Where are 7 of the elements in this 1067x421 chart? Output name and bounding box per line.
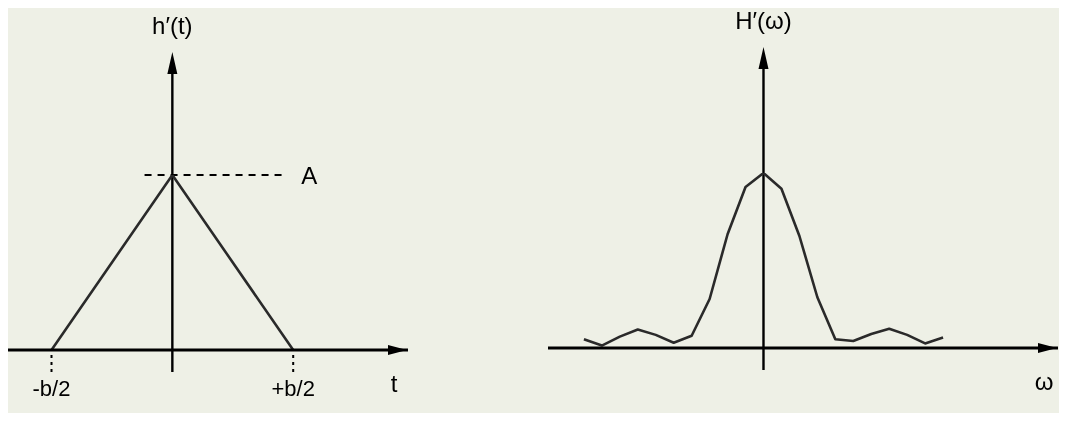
x-axis-title: t	[390, 370, 398, 397]
x-tick-label: -b/2	[32, 376, 71, 401]
ref-line-label: A	[301, 161, 318, 189]
x-tick-label: +b/2	[271, 376, 315, 401]
y-axis-title: H′(ω)	[735, 7, 792, 34]
y-axis-title: h′(t)	[152, 12, 193, 39]
x-axis-title: ω	[1034, 368, 1054, 395]
